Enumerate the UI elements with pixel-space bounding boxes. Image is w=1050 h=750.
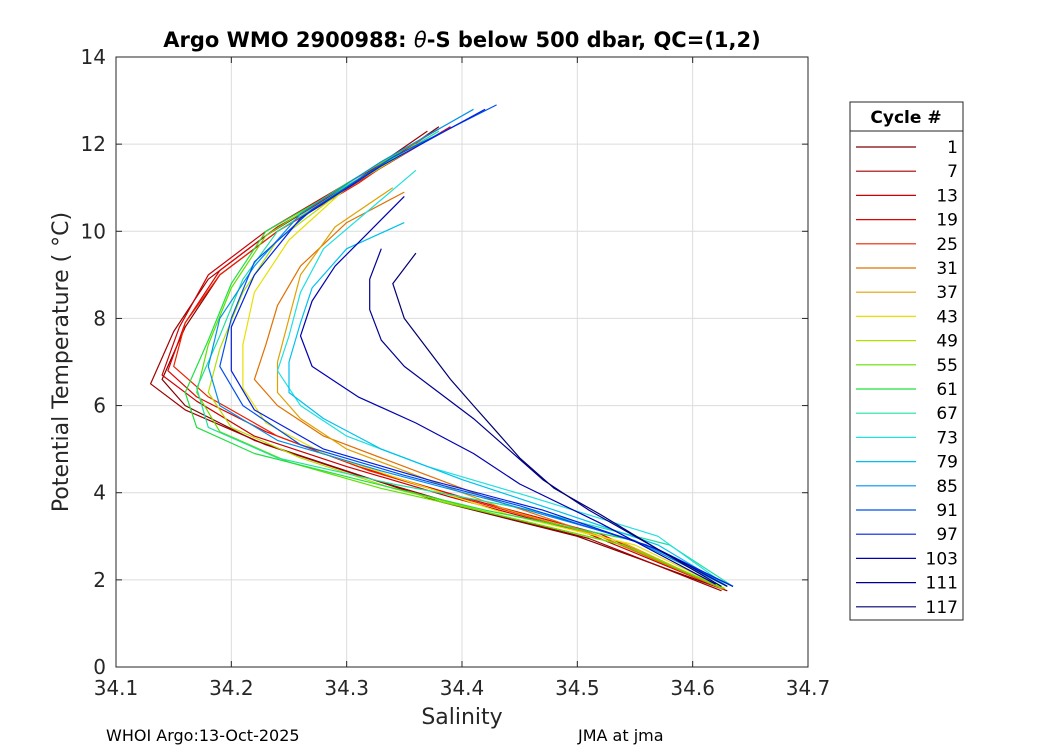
series-line-cycle-111: [369, 248, 728, 587]
legend-item: 91: [856, 501, 958, 521]
series-lines: [150, 104, 734, 592]
chart-title: Argo WMO 2900988: θ-S below 500 dbar, QC…: [163, 28, 760, 52]
legend-label: 67: [936, 404, 958, 424]
legend-label: 31: [936, 259, 958, 279]
legend-label: 19: [936, 211, 958, 231]
series-line-cycle-85: [207, 108, 728, 587]
series-line-cycle-37: [276, 187, 722, 590]
x-tick-label: 34.5: [555, 676, 600, 700]
legend-item: 73: [856, 428, 958, 448]
legend-title: Cycle #: [870, 108, 941, 128]
legend-item: 49: [856, 332, 958, 352]
legend-label: 7: [947, 162, 958, 182]
legend-item: 61: [856, 380, 958, 400]
y-tick-label: 6: [93, 394, 106, 418]
series-line-cycle-25: [173, 134, 725, 590]
legend-label: 37: [936, 283, 958, 303]
x-tick-label: 34.3: [324, 676, 369, 700]
x-tick-label: 34.4: [440, 676, 485, 700]
footer-source: WHOI Argo:13-Oct-2025: [106, 726, 300, 745]
legend-label: 73: [936, 428, 958, 448]
y-tick-label: 0: [93, 655, 106, 679]
x-tick-label: 34.1: [94, 676, 139, 700]
series-line-cycle-55: [196, 134, 725, 590]
y-axis-label: Potential Temperature ( °C): [49, 212, 74, 512]
legend-item: 25: [856, 235, 958, 255]
series-line-cycle-97: [230, 108, 734, 587]
series-line-cycle-91: [219, 104, 734, 587]
x-axis-label: Salinity: [421, 705, 502, 730]
legend-item: 7: [856, 162, 958, 182]
legend-label: 111: [926, 574, 958, 594]
y-tick-label: 12: [81, 132, 106, 156]
x-ticks: 34.1 34.2 34.3 34.4 34.5 34.6 34.7: [94, 57, 831, 700]
legend-item: 85: [856, 477, 958, 497]
legend-label: 61: [936, 380, 958, 400]
legend-label: 97: [936, 525, 958, 545]
legend-item: 13: [856, 186, 958, 206]
y-tick-label: 14: [81, 45, 106, 69]
legend-label: 79: [936, 453, 958, 473]
legend-label: 25: [936, 235, 958, 255]
legend-label: 49: [936, 332, 958, 352]
legend-item: 79: [856, 453, 958, 473]
series-line-cycle-79: [288, 222, 728, 587]
legend-item: 19: [856, 211, 958, 231]
y-tick-label: 2: [93, 568, 106, 592]
legend-item: 97: [856, 525, 958, 545]
series-line-cycle-103: [299, 195, 716, 585]
legend-label: 91: [936, 501, 958, 521]
series-line-cycle-117: [392, 252, 722, 587]
x-tick-label: 34.7: [786, 676, 831, 700]
x-tick-label: 34.6: [670, 676, 715, 700]
y-tick-label: 4: [93, 481, 106, 505]
legend-item: 103: [856, 549, 958, 569]
legend-items: 1 7 13 19 25 31 37 43 49 55 61 67 73 79 85 91 97 103 111 11…: [856, 138, 958, 618]
legend-label: 13: [936, 186, 958, 206]
series-line-cycle-61: [184, 130, 728, 587]
legend-label: 103: [926, 549, 958, 569]
legend-label: 1: [947, 138, 958, 158]
legend: Cycle # 1 7 13 19 25 31 37 43 49 55 61 67 73 79 85 91 97…: [849, 101, 964, 621]
legend-item: 111: [856, 574, 958, 594]
x-tick-label: 34.2: [209, 676, 254, 700]
legend-item: 67: [856, 404, 958, 424]
legend-label: 85: [936, 477, 958, 497]
y-ticks: 0 2 4 6 8 10 12 14: [81, 45, 808, 679]
legend-label: 43: [936, 307, 958, 327]
legend-label: 55: [936, 356, 958, 376]
y-tick-label: 10: [81, 219, 106, 243]
legend-item: 55: [856, 356, 958, 376]
legend-item: 117: [856, 598, 958, 618]
footer-operator: JMA at jma: [578, 726, 664, 745]
legend-item: 31: [856, 259, 958, 279]
legend-item: 43: [856, 307, 958, 327]
legend-label: 117: [926, 598, 958, 618]
legend-item: 37: [856, 283, 958, 303]
legend-item: 1: [856, 138, 958, 158]
y-tick-label: 8: [93, 306, 106, 330]
